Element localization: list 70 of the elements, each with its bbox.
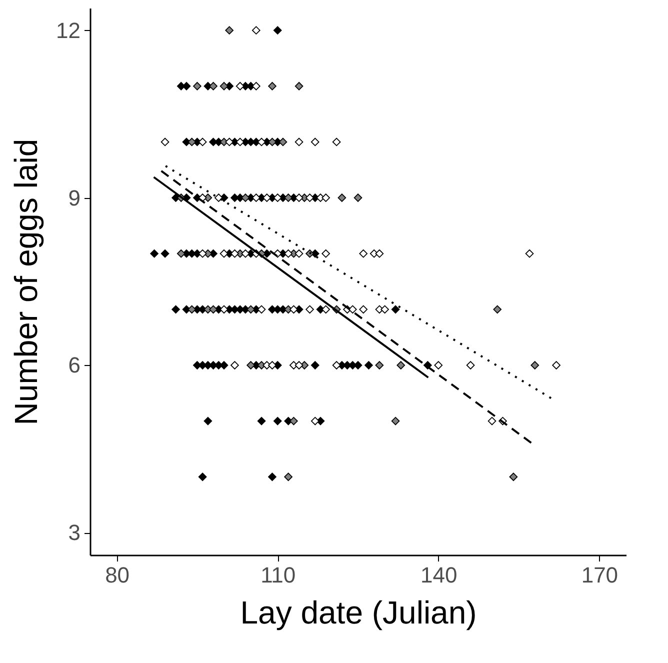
point <box>380 305 389 314</box>
point <box>225 26 234 34</box>
point <box>284 472 292 482</box>
point <box>290 305 298 314</box>
point <box>322 305 330 314</box>
point <box>236 82 244 90</box>
point <box>252 82 260 90</box>
point <box>278 138 288 146</box>
y-tick-label: 3 <box>68 520 80 546</box>
point <box>375 249 384 258</box>
point <box>252 26 260 34</box>
y-tick-label: 12 <box>56 18 80 43</box>
point <box>306 194 314 202</box>
point <box>268 82 276 90</box>
x-tick-label: 170 <box>581 562 618 588</box>
x-tick-label: 110 <box>260 562 296 588</box>
y-tick-label: 6 <box>68 352 80 378</box>
point <box>188 138 196 146</box>
point <box>348 305 357 314</box>
point <box>257 305 266 314</box>
y-axis-title: Number of eggs laid <box>8 138 44 426</box>
point <box>230 361 239 370</box>
point <box>310 138 320 146</box>
point <box>338 194 346 202</box>
x-tick-label: 80 <box>105 562 130 588</box>
point <box>188 305 196 314</box>
point <box>252 194 260 202</box>
point <box>322 194 330 202</box>
y-tick-label: 9 <box>68 185 80 210</box>
point <box>268 361 276 370</box>
point <box>246 361 255 370</box>
point <box>284 249 292 258</box>
point <box>466 361 475 370</box>
point <box>375 361 384 370</box>
point <box>220 305 228 314</box>
point <box>268 138 276 146</box>
point <box>294 82 304 90</box>
x-axis-title: Lay date (Julian) <box>240 594 477 630</box>
point <box>359 305 368 314</box>
point <box>294 361 304 370</box>
point <box>306 305 314 314</box>
point <box>493 305 502 314</box>
point <box>209 82 218 90</box>
point <box>176 249 186 258</box>
point <box>294 138 304 146</box>
point <box>284 194 292 202</box>
point <box>246 305 255 314</box>
point <box>434 361 443 370</box>
point <box>322 249 330 258</box>
point <box>530 361 540 370</box>
point <box>552 361 560 370</box>
point <box>193 82 202 90</box>
point <box>391 416 400 426</box>
point <box>160 138 170 146</box>
point <box>332 138 341 146</box>
point <box>354 194 362 202</box>
point <box>525 249 534 258</box>
point <box>214 194 223 202</box>
point <box>310 416 320 426</box>
point <box>220 249 228 258</box>
point <box>230 249 239 258</box>
point <box>332 361 341 370</box>
point <box>396 361 406 370</box>
point <box>488 416 496 426</box>
point <box>290 416 298 426</box>
x-tick-label: 140 <box>420 562 458 588</box>
point <box>209 305 218 314</box>
point <box>359 249 368 258</box>
point <box>509 472 518 482</box>
point <box>294 249 304 258</box>
